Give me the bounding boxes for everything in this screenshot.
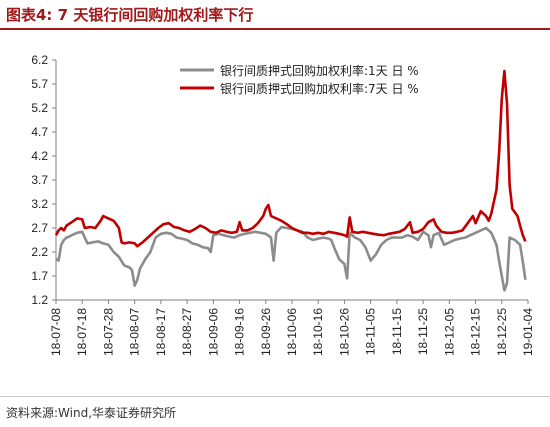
x-tick-label: 18-12-25 [495,308,509,356]
x-tick-label: 18-07-28 [101,308,115,356]
y-tick-label: 2.2 [31,245,48,259]
x-tick-label: 18-07-08 [49,308,63,356]
x-tick-label: 18-11-25 [416,308,430,355]
y-axis: 6.2 5.7 5.2 4.7 4.2 3.7 3.2 2.7 2.2 1.7 1.2 [31,53,57,307]
legend-label: 银行间质押式回购加权利率:1天 日 % [220,63,419,78]
x-tick-label: 18-09-16 [233,308,247,356]
y-tick-label: 5.2 [31,101,48,115]
x-tick-label: 18-12-05 [442,308,456,356]
y-tick-label: 4.2 [31,149,48,163]
x-tick-label: 18-08-17 [154,308,168,356]
x-tick-label: 19-01-04 [521,308,535,356]
y-tick-label: 3.7 [31,173,48,187]
x-tick-label: 18-07-18 [75,308,89,356]
y-tick-label: 5.7 [31,77,48,91]
x-tick-label: 18-12-15 [469,308,483,356]
x-tick-label: 18-08-27 [180,308,194,356]
x-tick-label: 18-11-05 [364,308,378,355]
x-tick-label: 18-10-26 [337,308,351,356]
y-tick-label: 1.7 [31,269,48,283]
y-tick-label: 4.7 [31,125,48,139]
x-tick-label: 18-09-06 [206,308,220,356]
x-tick-label: 18-08-07 [128,308,142,356]
y-tick-label: 2.7 [31,221,48,235]
plot-area [54,69,527,292]
legend: 银行间质押式回购加权利率:1天 日 % 银行间质押式回购加权利率:7天 日 % [180,63,419,96]
source-note: 资料来源:Wind,华泰证券研究所 [6,406,177,420]
y-tick-label: 3.2 [31,197,48,211]
footer-divider [0,396,550,397]
x-axis: 18-07-08 18-07-18 18-07-28 18-08-07 18-08-17… [49,299,535,356]
x-tick-label: 18-10-16 [311,308,325,356]
y-tick-label: 1.2 [31,293,48,307]
x-tick-label: 18-09-26 [259,308,273,356]
series-line-1d [55,225,527,292]
title-underline [0,28,550,30]
x-tick-label: 18-10-06 [285,308,299,356]
legend-label: 银行间质押式回购加权利率:7天 日 % [220,81,419,96]
x-tick-label: 18-11-15 [390,308,404,355]
y-tick-label: 6.2 [31,53,48,67]
series-line-7d [54,69,527,248]
figure-header: 图表4: 7 天银行间回购加权利率下行 [0,0,550,30]
figure-title: 图表4: 7 天银行间回购加权利率下行 [6,6,254,24]
